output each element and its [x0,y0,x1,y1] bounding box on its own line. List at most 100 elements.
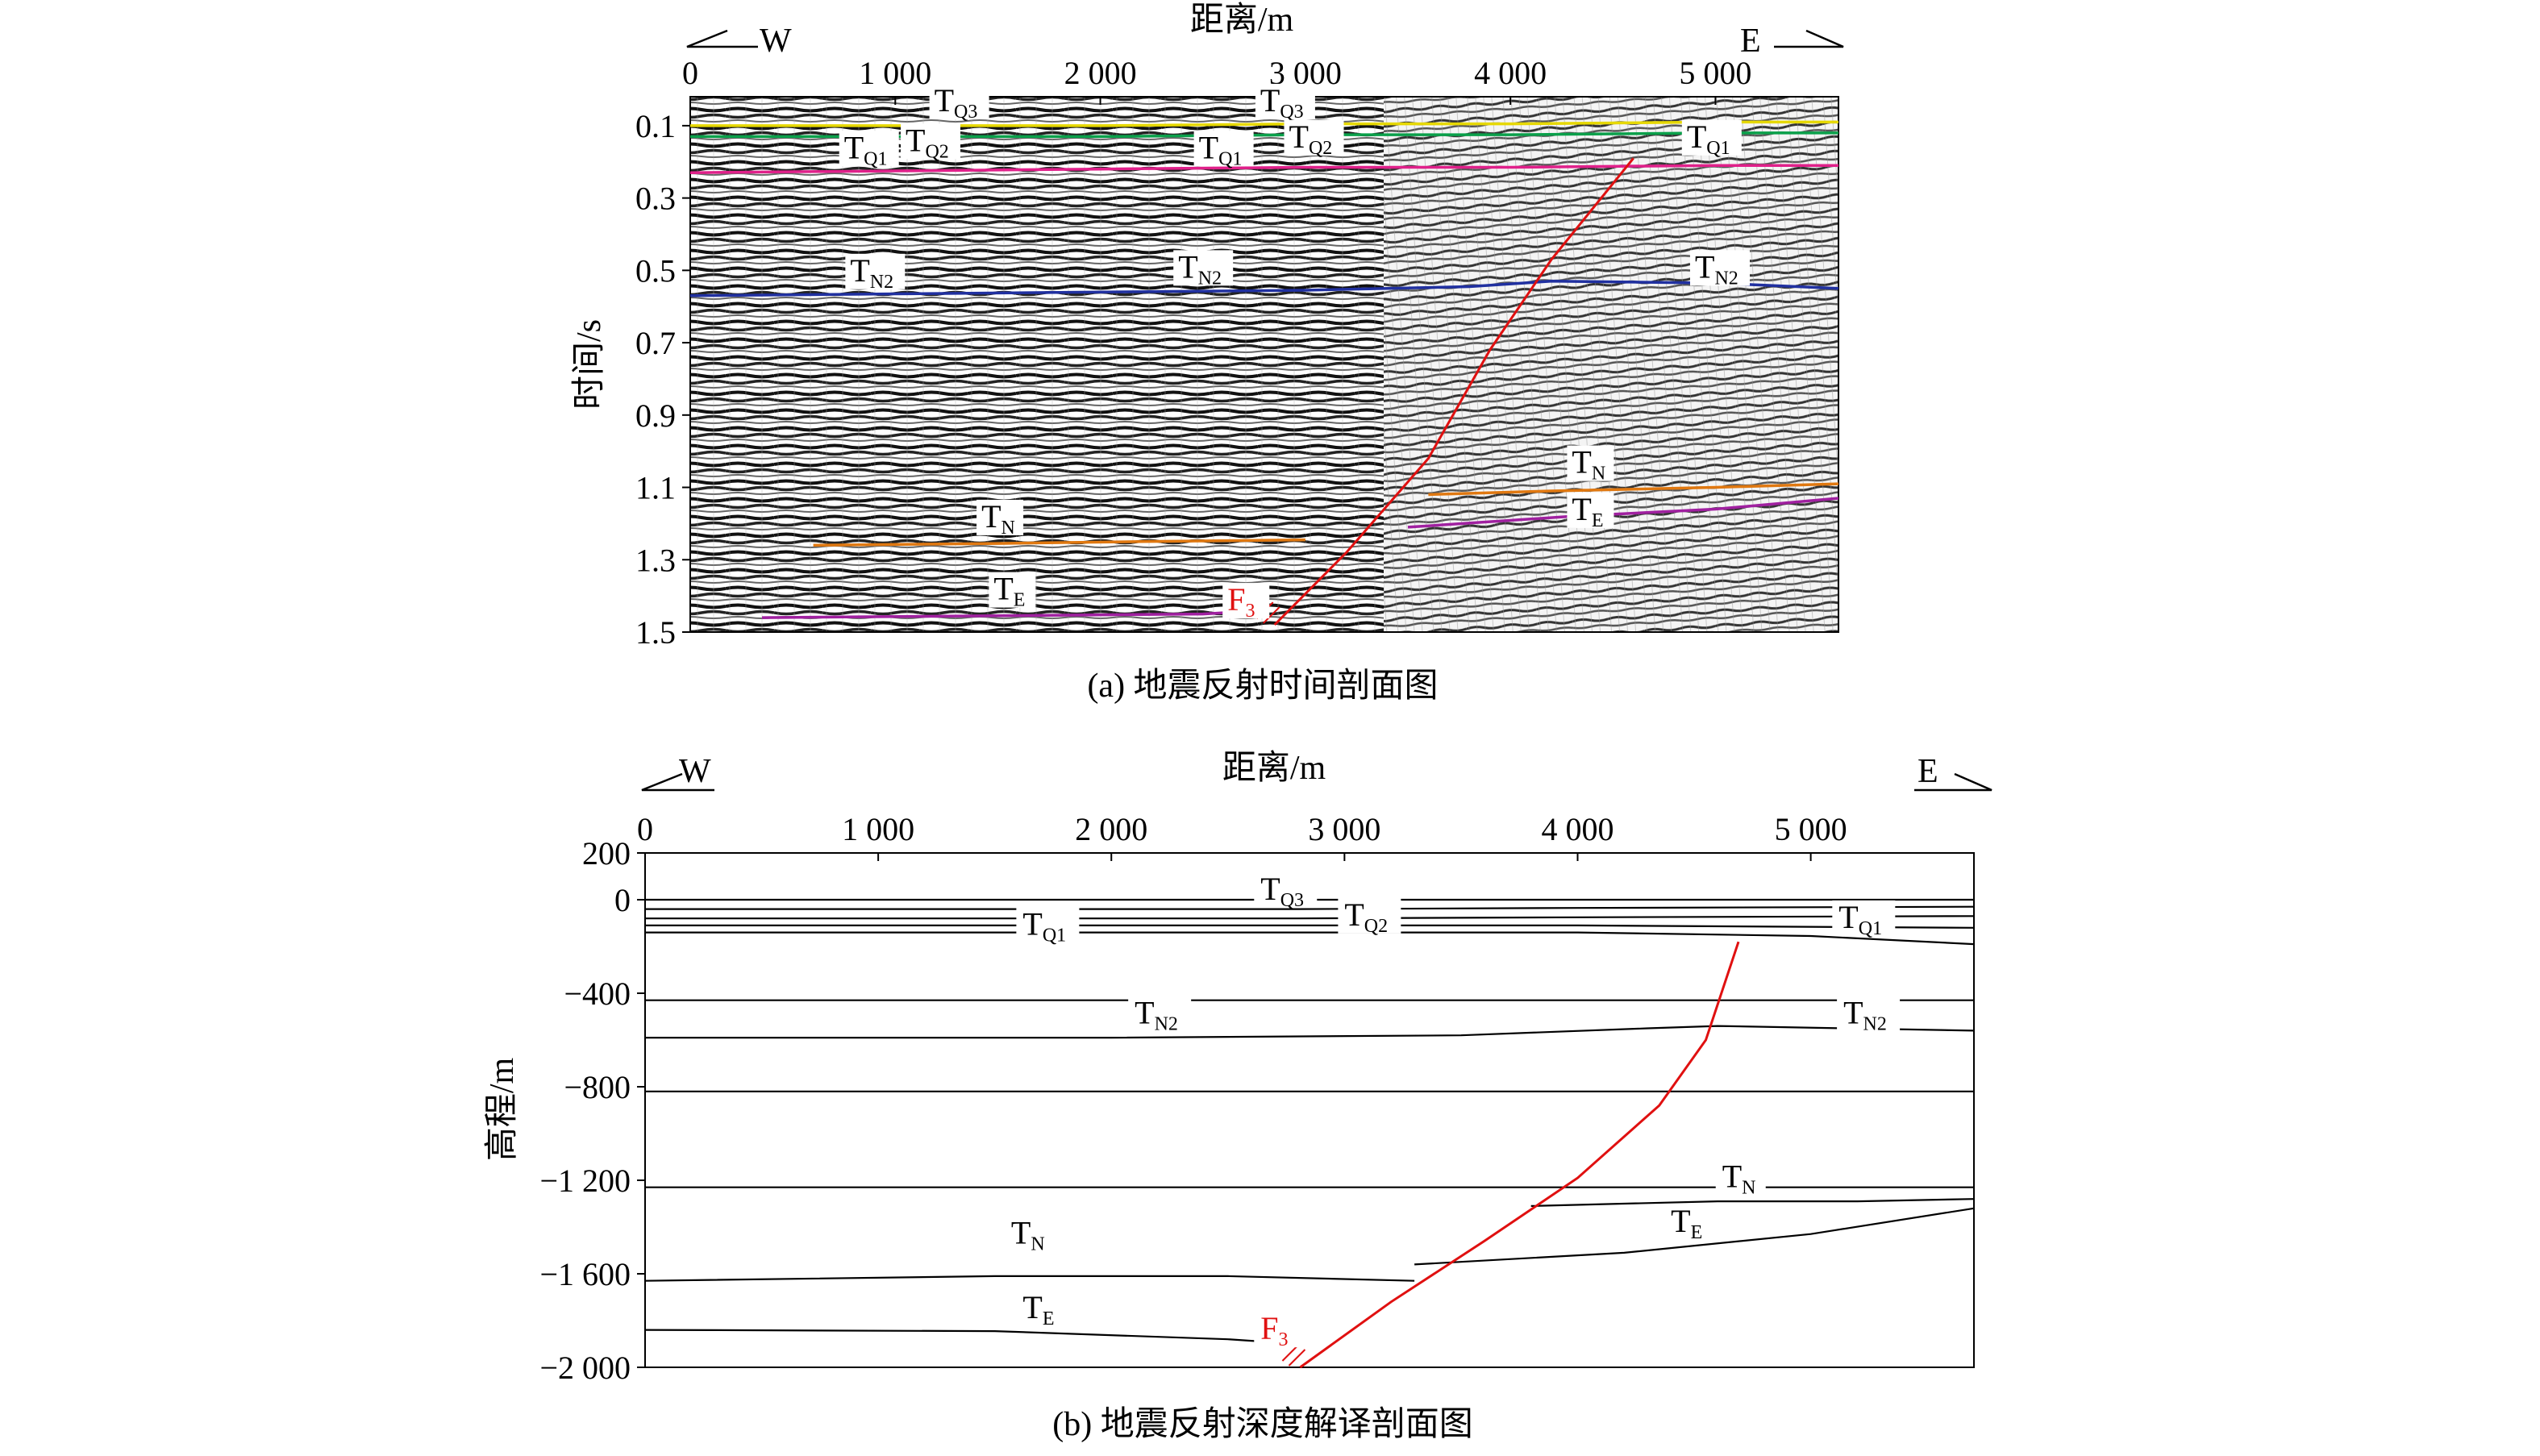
horizon-label-background [1016,907,1080,943]
horizon-label-text: TQ2 [1344,896,1388,937]
horizon-label-tq2: TQ2 [901,122,960,162]
horizon-label-background [1284,119,1344,156]
horizon-label-tq1: TQ1 [1193,129,1254,169]
seismic-section-image-east [1384,97,1838,632]
fault-line-f3 [1299,941,1740,1369]
horizon-label-text: F3 [1260,1310,1288,1350]
east-label: E [1917,753,1938,790]
horizon-label-text: TN [1011,1214,1045,1254]
west-label: W [760,23,792,60]
caption: (a) 地震反射时间剖面图 [1087,668,1438,705]
horizon-label-text: TN2 [1135,995,1178,1035]
y-tick-label: −1 200 [539,1163,631,1199]
east-arrow-icon [1774,29,1844,48]
horizon-line-te [1407,497,1839,529]
horizon-label-tq1: TQ1 [839,129,899,169]
horizon-label-text: TE [1022,1289,1054,1329]
y-tick-label: −400 [564,976,631,1012]
horizon-label-background [1690,250,1750,286]
x-tick-label: 0 [682,55,698,91]
horizon-label-background [1254,872,1318,908]
east-label: E [1740,23,1761,60]
horizon-line-tq2 [645,924,1975,929]
horizon-label-tq1: TQ1 [1016,906,1080,946]
y-tick-label: 0.1 [635,108,676,144]
horizon-label-tn: TN [1567,444,1614,485]
horizon-label-background [1681,119,1742,156]
horizon-label-text: TQ3 [1260,871,1304,911]
depth-section-y-ticks: 200 0 −400 −800 −1 200 −1 600 −2 000 [539,835,645,1386]
horizon-line-tq1 [645,931,1975,946]
horizon-label-text: TQ3 [1260,82,1304,123]
x-tick-label: 2 000 [1064,55,1137,91]
horizon-label-background [1128,996,1192,1032]
horizon-label-background [1837,996,1901,1032]
horizon-label-background [1567,492,1614,528]
horizon-label-text: TN [1572,444,1605,485]
east-arrow-icon [1914,772,1992,792]
horizon-line-tn2 [689,280,1839,297]
horizon-label-te: TE [1664,1203,1715,1243]
horizon-label-tn2: TN2 [1837,995,1901,1035]
horizon-label-background [1338,897,1401,934]
horizon-label-text: TQ1 [1022,906,1066,946]
horizon-label-text: F3 [1227,581,1255,622]
east-arrow: E [1914,753,1992,792]
horizon-label-background [1254,1312,1305,1348]
horizon-label-tq3: TQ3 [1254,871,1318,911]
horizon-label-background [1193,131,1254,167]
x-axis-label: 距离/m [1222,749,1326,787]
horizon-label-tn: TN [1004,1214,1055,1254]
y-tick-label: 1.1 [635,470,676,506]
time-section-y-ticks: 0.1 0.3 0.5 0.7 0.9 1.1 1.3 1.5 [635,108,690,651]
horizon-label-text: TN [1722,1159,1756,1199]
depth-section-horizons [644,898,1975,1346]
x-tick-label: 1 000 [859,55,931,91]
horizon-label-tq1: TQ1 [1832,899,1896,939]
x-tick-label: 0 [637,811,653,847]
y-axis-label: 高程/m [484,1058,521,1162]
horizon-line-tq1 [689,164,1838,174]
depth-section-fault [1281,941,1740,1369]
fault-line-f3 [1273,157,1634,626]
horizon-label-text: TE [1671,1203,1702,1243]
west-label: W [679,753,711,790]
horizon-label-background [1004,1216,1055,1252]
y-tick-label: 200 [582,835,631,872]
west-arrow: W [686,23,792,60]
horizon-label-te: TE [989,571,1036,611]
horizon-label-background [976,499,1024,535]
horizon-line-te [644,1329,1298,1346]
horizon-line-tn [813,538,1305,547]
horizon-label-background [1567,445,1614,481]
depth-section-frame [644,852,1975,1368]
horizon-label-tq3: TQ3 [1255,82,1315,123]
horizon-label-text: TQ1 [1838,899,1882,939]
horizon-label-background [1222,583,1270,619]
caption: (b) 地震反射深度解译剖面图 [1052,1406,1472,1443]
seismic-section-image-west [690,97,1384,632]
horizon-label-background [1255,83,1315,119]
x-tick-label: 5 000 [1679,55,1751,91]
fault-tip-hatch [1281,1344,1306,1367]
horizon-label-text: TN2 [1695,248,1738,289]
y-tick-label: 1.5 [635,614,676,651]
x-tick-label: 2 000 [1075,811,1147,847]
y-tick-label: 0 [614,882,631,918]
depth-section-horizon-labels: TQ3 TQ1 TQ2 TQ1 TN2 TN2 TN TN TE TE F3 [1004,871,1901,1350]
horizon-line-tn [1428,482,1839,497]
horizon-label-background [839,131,899,167]
horizon-label-tn: TN [1715,1159,1766,1199]
horizon-label-background [1832,900,1896,936]
y-axis-label: 时间/s [571,319,608,410]
horizon-label-tn2: TN2 [1173,248,1234,289]
horizon-label-background [1016,1291,1067,1327]
horizon-label-background [845,253,906,289]
horizon-label-text: TE [993,571,1025,611]
x-tick-label: 4 000 [1474,55,1547,91]
horizon-label-te: TE [1567,491,1614,531]
horizon-label-text: TQ1 [1687,119,1730,159]
